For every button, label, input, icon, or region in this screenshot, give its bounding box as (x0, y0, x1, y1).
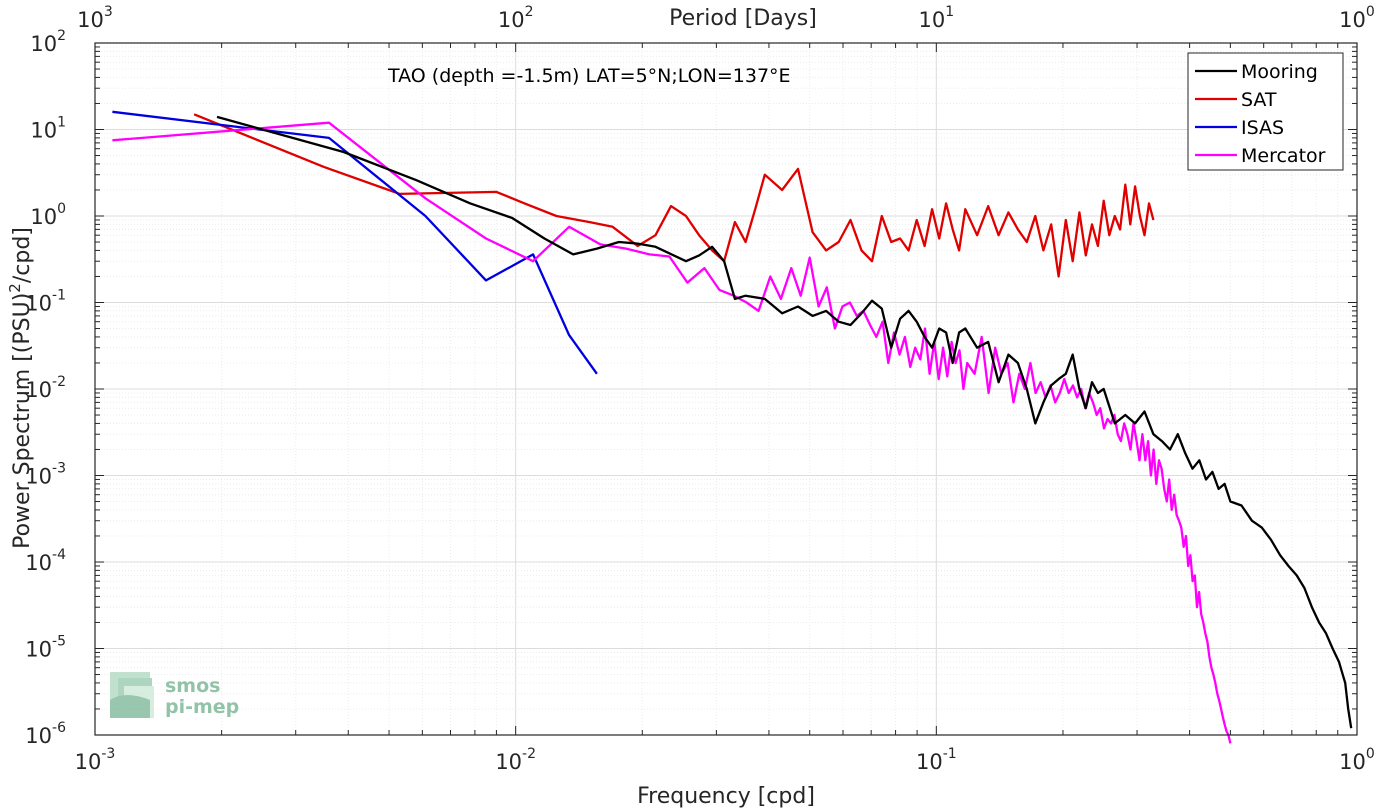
smos-logo-icon (110, 672, 154, 718)
y-axis-title-sup: 2 (6, 283, 24, 293)
y-tick-label: 10-3 (25, 461, 66, 489)
x-tick-label: 10-1 (916, 746, 957, 774)
series-line-mooring (216, 115, 1353, 729)
y-tick-base: 10 (25, 724, 52, 748)
series-line-mercator (112, 121, 1232, 744)
legend-label-mercator: Mercator (1241, 145, 1326, 167)
series-line-isas (112, 110, 598, 375)
x-tick-base: 10 (75, 750, 102, 774)
top-tick-label: 102 (498, 4, 534, 32)
watermark-line2: pi-mep (165, 696, 239, 718)
series-line-sat (193, 113, 1155, 278)
y-tick-label: 10-4 (25, 547, 66, 575)
x-tick-exp: 0 (1366, 746, 1375, 762)
y-axis-title-tail: /cpd] (10, 227, 35, 283)
top-tick-label: 100 (1339, 4, 1375, 32)
y-tick-exp: -1 (52, 288, 66, 304)
top-tick-label: 103 (77, 4, 113, 32)
y-tick-exp: -6 (52, 720, 66, 736)
y-tick-exp: 1 (57, 115, 66, 131)
smos-pi-mep-watermark: smos pi-mep (110, 672, 239, 718)
top-tick-base: 10 (1339, 8, 1366, 32)
top-tick-label: 101 (919, 4, 955, 32)
y-tick-exp: -5 (52, 634, 66, 650)
top-tick-base: 10 (77, 8, 104, 32)
y-tick-base: 10 (25, 638, 52, 662)
x-tick-exp: -3 (101, 746, 115, 762)
y-tick-base: 10 (25, 292, 52, 316)
legend: Mooring SAT ISAS Mercator (1187, 52, 1344, 171)
y-tick-label: 100 (30, 201, 66, 229)
x-tick-label: 10-2 (495, 746, 536, 774)
legend-label-isas: ISAS (1241, 117, 1284, 139)
top-tick-exp: 1 (945, 4, 954, 20)
x-tick-exp: -2 (522, 746, 536, 762)
y-tick-base: 10 (30, 205, 57, 229)
y-tick-base: 10 (25, 378, 52, 402)
top-tick-exp: 2 (525, 4, 534, 20)
legend-box (1187, 52, 1344, 171)
y-axis-title-main: Power Spectrum [(PSU) (10, 293, 35, 549)
y-tick-label: 10-1 (25, 288, 66, 316)
y-tick-base: 10 (30, 119, 57, 143)
y-tick-exp: 2 (57, 28, 66, 44)
top-tick-exp: 0 (1366, 4, 1375, 20)
x-tick-label: 100 (1339, 746, 1375, 774)
x-tick-base: 10 (1339, 750, 1366, 774)
x-tick-exp: -1 (943, 746, 957, 762)
y-tick-label: 10-5 (25, 634, 66, 662)
y-tick-base: 10 (25, 465, 52, 489)
y-tick-exp: -3 (52, 461, 66, 477)
top-axis-title: Period [Days] (669, 6, 817, 31)
x-axis-title: Frequency [cpd] (637, 784, 815, 809)
x-tick-labels: 10-3 10-2 10-1 100 (75, 746, 1375, 774)
y-tick-base: 10 (30, 32, 57, 56)
top-tick-base: 10 (498, 8, 525, 32)
y-tick-label: 10-2 (25, 374, 66, 402)
legend-label-mooring: Mooring (1241, 61, 1318, 83)
x-tick-base: 10 (495, 750, 522, 774)
y-tick-exp: -2 (52, 374, 66, 390)
x-tick-base: 10 (916, 750, 943, 774)
series-layer (112, 110, 1353, 744)
x-tick-label: 10-3 (75, 746, 116, 774)
watermark-line1: smos (165, 675, 220, 697)
y-tick-exp: 0 (57, 201, 66, 217)
y-tick-base: 10 (25, 551, 52, 575)
legend-label-sat: SAT (1241, 89, 1277, 111)
y-tick-exp: -4 (52, 547, 66, 563)
y-axis-title: Power Spectrum [(PSU)2/cpd] (6, 227, 35, 549)
y-tick-label: 10-6 (25, 720, 66, 748)
tick-marks (94, 42, 1358, 736)
top-tick-labels: 103 102 101 100 (77, 4, 1375, 32)
y-tick-label: 101 (30, 115, 66, 143)
top-tick-exp: 3 (104, 4, 113, 20)
y-tick-label: 102 (30, 28, 66, 56)
chart-annotation: TAO (depth =-1.5m) LAT=5°N;LON=137°E (387, 65, 791, 87)
top-tick-base: 10 (919, 8, 946, 32)
